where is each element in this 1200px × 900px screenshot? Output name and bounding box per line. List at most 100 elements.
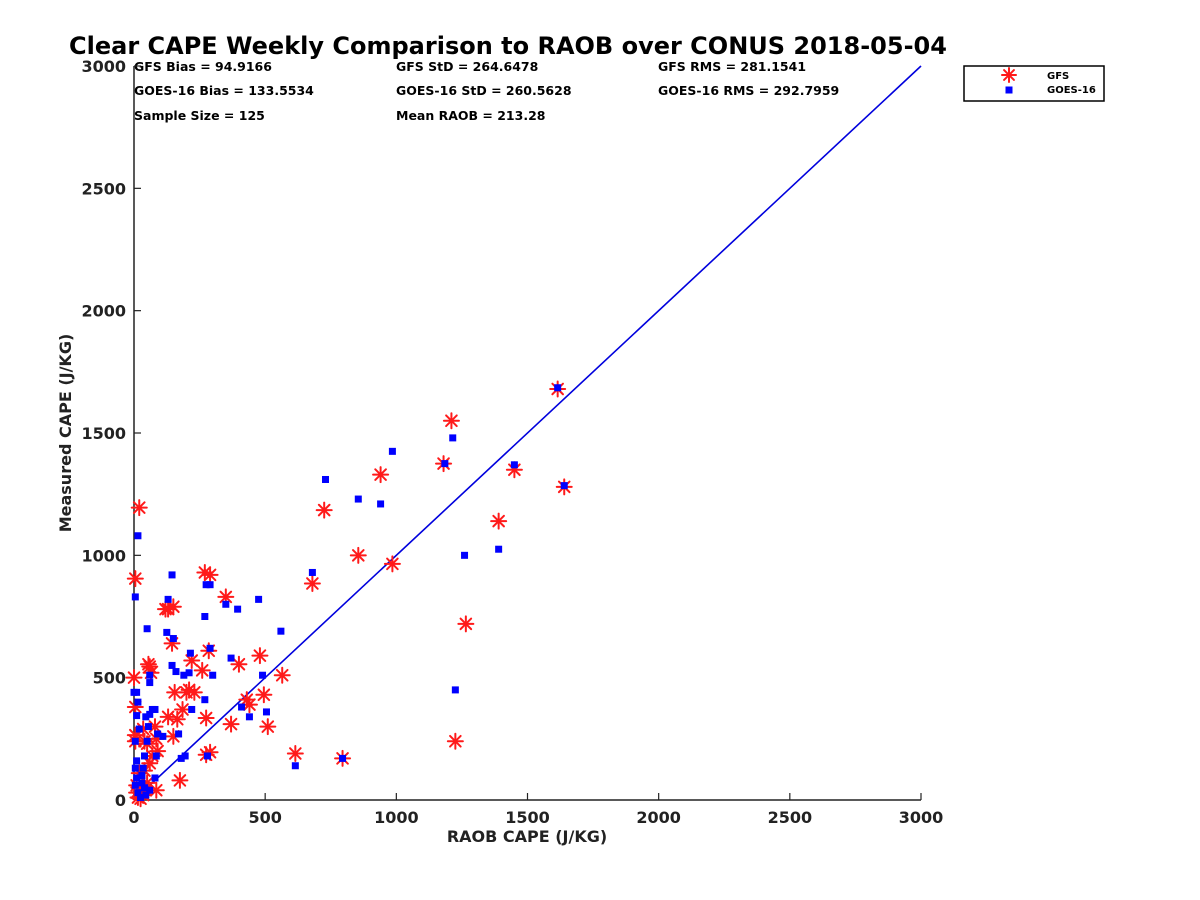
- goes16-point: [206, 644, 214, 652]
- y-tick-label: 1500: [81, 424, 126, 443]
- goes16-point: [255, 595, 263, 603]
- stat-sample-size: Sample Size = 125: [134, 108, 265, 123]
- stat-gfs-bias: GFS Bias = 94.9166: [134, 59, 272, 74]
- goes16-point: [201, 613, 209, 620]
- goes16-point: [146, 679, 154, 687]
- gfs-point: [197, 709, 215, 727]
- stat-goes-std: GOES-16 StD = 260.5628: [396, 83, 572, 98]
- gfs-point: [446, 732, 464, 750]
- legend: GFS GOES-16: [963, 65, 1105, 102]
- goes16-point: [131, 593, 139, 601]
- goes16-point: [262, 708, 270, 716]
- gfs-point: [442, 412, 460, 430]
- goes16-point: [172, 668, 180, 676]
- goes16-point: [202, 581, 210, 589]
- gfs-point: [130, 499, 148, 517]
- goes16-point: [180, 671, 188, 679]
- y-axis-label: Measured CAPE (J/KG): [56, 334, 75, 533]
- x-tick-label: 0: [128, 808, 139, 827]
- x-tick-label: 3000: [899, 808, 944, 827]
- goes16-point: [133, 774, 141, 782]
- y-tick-label: 0: [115, 791, 126, 810]
- goes16-point: [201, 696, 209, 704]
- goes16-point: [140, 784, 148, 792]
- legend-marker-goes16: [1005, 86, 1013, 94]
- y-tick-label: 2500: [81, 179, 126, 198]
- y-tick-label: 500: [93, 669, 126, 688]
- goes16-point: [143, 737, 151, 745]
- goes16-point: [151, 774, 159, 782]
- goes16-point: [146, 710, 154, 718]
- goes16-point: [142, 713, 150, 721]
- gfs-point: [349, 546, 367, 564]
- gfs-point: [315, 501, 333, 519]
- goes16-point: [238, 703, 246, 711]
- chart-title: Clear CAPE Weekly Comparison to RAOB ove…: [69, 32, 947, 60]
- gfs-point: [372, 466, 390, 484]
- gfs-series: [125, 380, 573, 808]
- goes16-point: [186, 649, 194, 657]
- goes16-point: [245, 713, 253, 721]
- goes16-point: [259, 671, 267, 679]
- stats-block: GFS Bias = 94.9166 GFS StD = 264.6478 GF…: [134, 59, 839, 123]
- goes16-point: [151, 705, 159, 713]
- goes16-point: [227, 654, 235, 662]
- stat-goes-rms: GOES-16 RMS = 292.7959: [658, 83, 839, 98]
- goes16-point: [451, 686, 459, 694]
- goes16-point: [135, 725, 143, 733]
- gfs-point: [303, 574, 321, 592]
- goes16-point: [169, 635, 177, 643]
- legend-marker-gfs: [1001, 67, 1017, 83]
- x-axis-label: RAOB CAPE (J/KG): [447, 827, 607, 846]
- gfs-point: [230, 655, 248, 673]
- gfs-point: [125, 669, 143, 687]
- goes16-point: [495, 545, 503, 553]
- x-tick-label: 1500: [505, 808, 550, 827]
- goes16-point: [133, 712, 141, 720]
- goes16-point: [163, 628, 171, 636]
- goes16-point: [131, 764, 139, 772]
- legend-asterisk-marker: [1001, 67, 1017, 83]
- legend-square-marker: [1005, 86, 1013, 94]
- goes16-point: [203, 752, 211, 760]
- legend-label-gfs: GFS: [1047, 71, 1069, 82]
- goes16-point: [168, 661, 176, 669]
- gfs-point: [159, 708, 177, 726]
- goes16-point: [133, 688, 141, 696]
- goes16-point: [206, 581, 214, 589]
- gfs-point: [185, 683, 203, 701]
- gfs-point: [255, 686, 273, 704]
- gfs-point: [171, 771, 189, 789]
- goes16-point: [168, 571, 176, 579]
- goes16-point: [152, 752, 160, 760]
- gfs-point: [457, 615, 475, 633]
- goes16-point: [131, 737, 139, 745]
- goes16-point: [134, 532, 142, 540]
- stat-gfs-std: GFS StD = 264.6478: [396, 59, 538, 74]
- goes16-point: [560, 482, 568, 490]
- goes16-point: [146, 671, 154, 679]
- gfs-point: [222, 715, 240, 733]
- goes16-point: [134, 698, 142, 706]
- goes16-point: [175, 730, 183, 738]
- gfs-point: [505, 461, 523, 479]
- goes16-point: [339, 754, 347, 762]
- y-tick-label: 3000: [81, 57, 126, 76]
- goes16-point: [234, 605, 242, 613]
- gfs-point: [490, 512, 508, 530]
- goes16-point: [133, 757, 141, 765]
- axes: 0 500 1000 1500 2000 2500 3000 0 500 1000 1500 2000…: [81, 57, 943, 827]
- goes16-point: [188, 705, 196, 713]
- legend-box: [963, 65, 1105, 102]
- gfs-point: [193, 661, 211, 679]
- legend-label-goes16: GOES-16: [1047, 85, 1096, 96]
- goes16-point: [510, 461, 518, 469]
- goes16-point: [140, 752, 148, 760]
- gfs-point: [273, 666, 291, 684]
- gfs-point: [201, 566, 219, 584]
- goes16-point: [159, 732, 167, 740]
- goes16-point: [322, 475, 330, 483]
- goes16-point: [388, 447, 396, 455]
- goes16-point: [164, 595, 172, 603]
